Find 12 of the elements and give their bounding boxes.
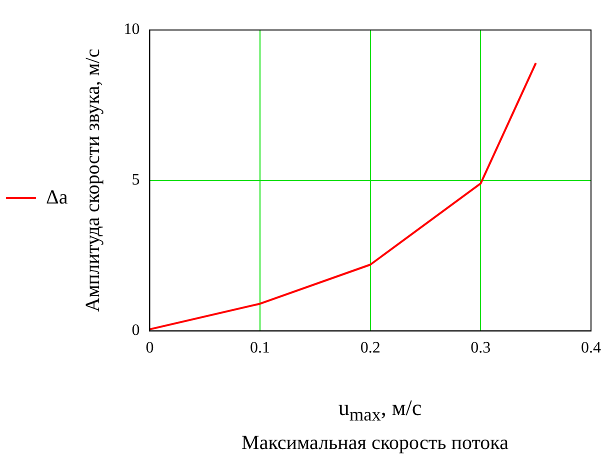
x-tick-label: 0.4 [581,340,601,357]
x-tick-label: 0.3 [470,340,491,357]
text: Максимальная скорость потока [242,432,508,455]
y-tick-label: 0 [132,322,140,340]
x-tick-label: 0.2 [360,340,380,357]
x-axis-title: u$_{max}$, м/с [338,395,422,426]
y-tick-label: 10 [124,21,140,38]
x-tick-label: 0 [146,340,154,357]
y-tick-label: 5 [132,172,140,189]
y-axis-title: Амплитуда скорости звука, м/с [82,48,104,312]
x-tick-label: 0.1 [250,340,270,357]
legend-label: Δa [46,186,68,208]
